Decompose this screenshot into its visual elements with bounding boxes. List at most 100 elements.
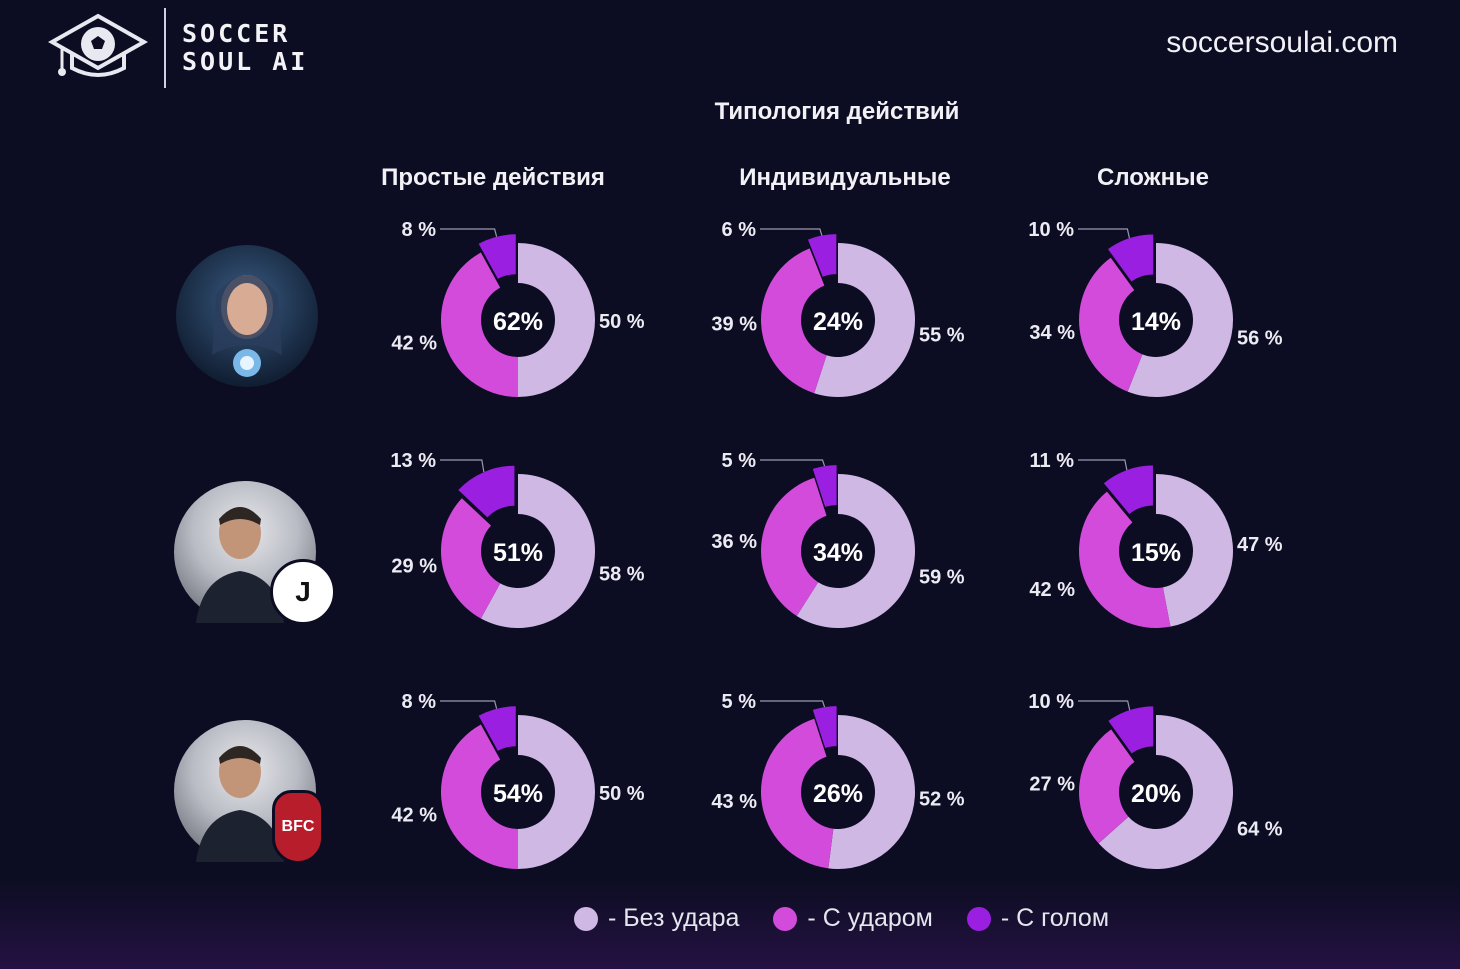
data-label-shot: 42 % [391, 805, 437, 827]
donut-center-value: 15% [1131, 539, 1181, 567]
leader-line-goal [760, 459, 826, 467]
donut-segment-shot [441, 724, 518, 869]
donut-center-value: 62% [493, 308, 543, 336]
data-label-shot: 29 % [391, 556, 437, 578]
data-label-goal: 6 % [722, 219, 757, 241]
donut-segment-no-shot [1127, 243, 1233, 398]
data-label-no-shot: 50 % [599, 783, 645, 805]
data-label-goal: 5 % [722, 691, 757, 713]
donut-segment-goal [1107, 234, 1154, 282]
avatar-coach-bologna: BFC [174, 720, 324, 864]
legend: - Без удара - С ударом - С голом [574, 904, 1143, 933]
leader-line-goal [760, 700, 826, 708]
data-label-no-shot: 47 % [1237, 534, 1283, 556]
data-label-shot: 34 % [1029, 322, 1075, 344]
donut-segment-no-shot [1098, 715, 1234, 870]
data-label-goal: 8 % [402, 691, 437, 713]
data-label-goal: 10 % [1028, 219, 1074, 241]
donut-segment-goal [812, 465, 837, 507]
legend-dot-goal [966, 906, 991, 931]
donut-segment-goal [1103, 465, 1153, 515]
donut-segment-no-shot [814, 243, 915, 398]
data-label-goal: 5 % [722, 450, 757, 472]
data-label-no-shot: 59 % [919, 566, 965, 588]
data-label-goal: 11 % [1030, 450, 1075, 472]
coach-portrait-icon [196, 746, 284, 862]
data-label-no-shot: 50 % [599, 311, 645, 333]
logo: SOCCER SOUL AI [48, 8, 308, 88]
donut-center-value: 24% [813, 308, 863, 336]
donut-center-value: 20% [1131, 780, 1181, 808]
donut-segment-goal [458, 465, 515, 518]
donut-segment-no-shot [796, 473, 916, 628]
donut-segment-shot [441, 498, 501, 619]
brand-line-2: SOUL AI [182, 47, 309, 76]
donut-segment-shot [1079, 491, 1171, 628]
legend-dot-shot [773, 906, 798, 931]
legend-label-shot: - С ударом [807, 904, 933, 932]
data-label-shot: 42 % [1029, 579, 1075, 601]
bottom-glow [0, 879, 1460, 969]
data-label-no-shot: 58 % [599, 564, 645, 586]
avatar-ai-girl [176, 245, 318, 387]
donut-center-value: 14% [1131, 308, 1181, 336]
brand-line-1: SOCCER [182, 19, 291, 48]
data-label-shot: 36 % [711, 531, 757, 553]
legend-item-goal: - С голом [966, 904, 1110, 933]
donut-segment-no-shot [1156, 474, 1233, 627]
leader-line-goal [440, 459, 485, 473]
donut-segment-shot [441, 252, 518, 397]
data-label-no-shot: 64 % [1237, 818, 1283, 840]
leader-line-goal [1078, 459, 1128, 471]
donut-center-value: 51% [493, 539, 543, 567]
bologna-badge: BFC [272, 790, 324, 864]
legend-item-no-shot: - Без удара [574, 904, 739, 933]
legend-dot-no-shot [574, 906, 598, 931]
page-title: Типология действий [714, 98, 960, 125]
column-title-individual: Индивидуальные [739, 164, 951, 191]
data-label-no-shot: 52 % [919, 788, 965, 810]
data-label-goal: 10 % [1028, 691, 1074, 713]
leader-line-goal [1078, 700, 1131, 711]
donut-segment-goal [478, 234, 516, 279]
site-url[interactable]: soccersoulai.com [1166, 26, 1398, 59]
donut-segment-shot [760, 718, 834, 869]
brand-name: SOCCER SOUL AI [182, 20, 308, 76]
donut-center-value: 54% [493, 780, 543, 808]
leader-line-goal [440, 228, 498, 237]
data-label-no-shot: 56 % [1237, 327, 1283, 349]
donut-segment-no-shot [480, 474, 596, 629]
donut-segment-no-shot [518, 243, 595, 397]
donut-segment-goal [812, 706, 837, 748]
leader-line-goal [440, 700, 498, 709]
donut-center-value: 26% [813, 780, 863, 808]
legend-label-goal: - С голом [1000, 904, 1110, 932]
ai-girl-portrait-icon [212, 275, 282, 377]
data-label-shot: 42 % [391, 333, 437, 355]
data-label-shot: 43 % [711, 791, 757, 813]
column-title-simple: Простые действия [381, 164, 605, 191]
leader-line-goal [760, 228, 823, 236]
data-label-shot: 39 % [711, 314, 757, 336]
column-title-complex: Сложные [1097, 164, 1209, 191]
legend-label-no-shot: - Без удара [608, 904, 740, 932]
avatar-coach-juventus: J [174, 481, 336, 625]
donut-segment-goal [478, 706, 516, 751]
logo-divider [164, 8, 166, 88]
donut-segment-goal [1108, 706, 1154, 754]
data-label-goal: 13 % [390, 450, 436, 472]
legend-item-shot: - С ударом [773, 904, 933, 933]
donut-segment-shot [1079, 729, 1135, 844]
donut-segment-shot [761, 477, 827, 617]
donut-center-value: 34% [813, 539, 863, 567]
leader-line-goal [1078, 228, 1131, 239]
soccer-cap-logo-icon [48, 13, 148, 77]
donut-segment-shot [1079, 257, 1143, 392]
donut-segment-goal [807, 234, 837, 277]
juventus-badge: J [270, 559, 336, 625]
data-label-goal: 8 % [402, 219, 437, 241]
donut-segment-shot [760, 248, 827, 394]
coach-portrait-icon [196, 507, 284, 623]
donut-segment-no-shot [828, 715, 915, 869]
